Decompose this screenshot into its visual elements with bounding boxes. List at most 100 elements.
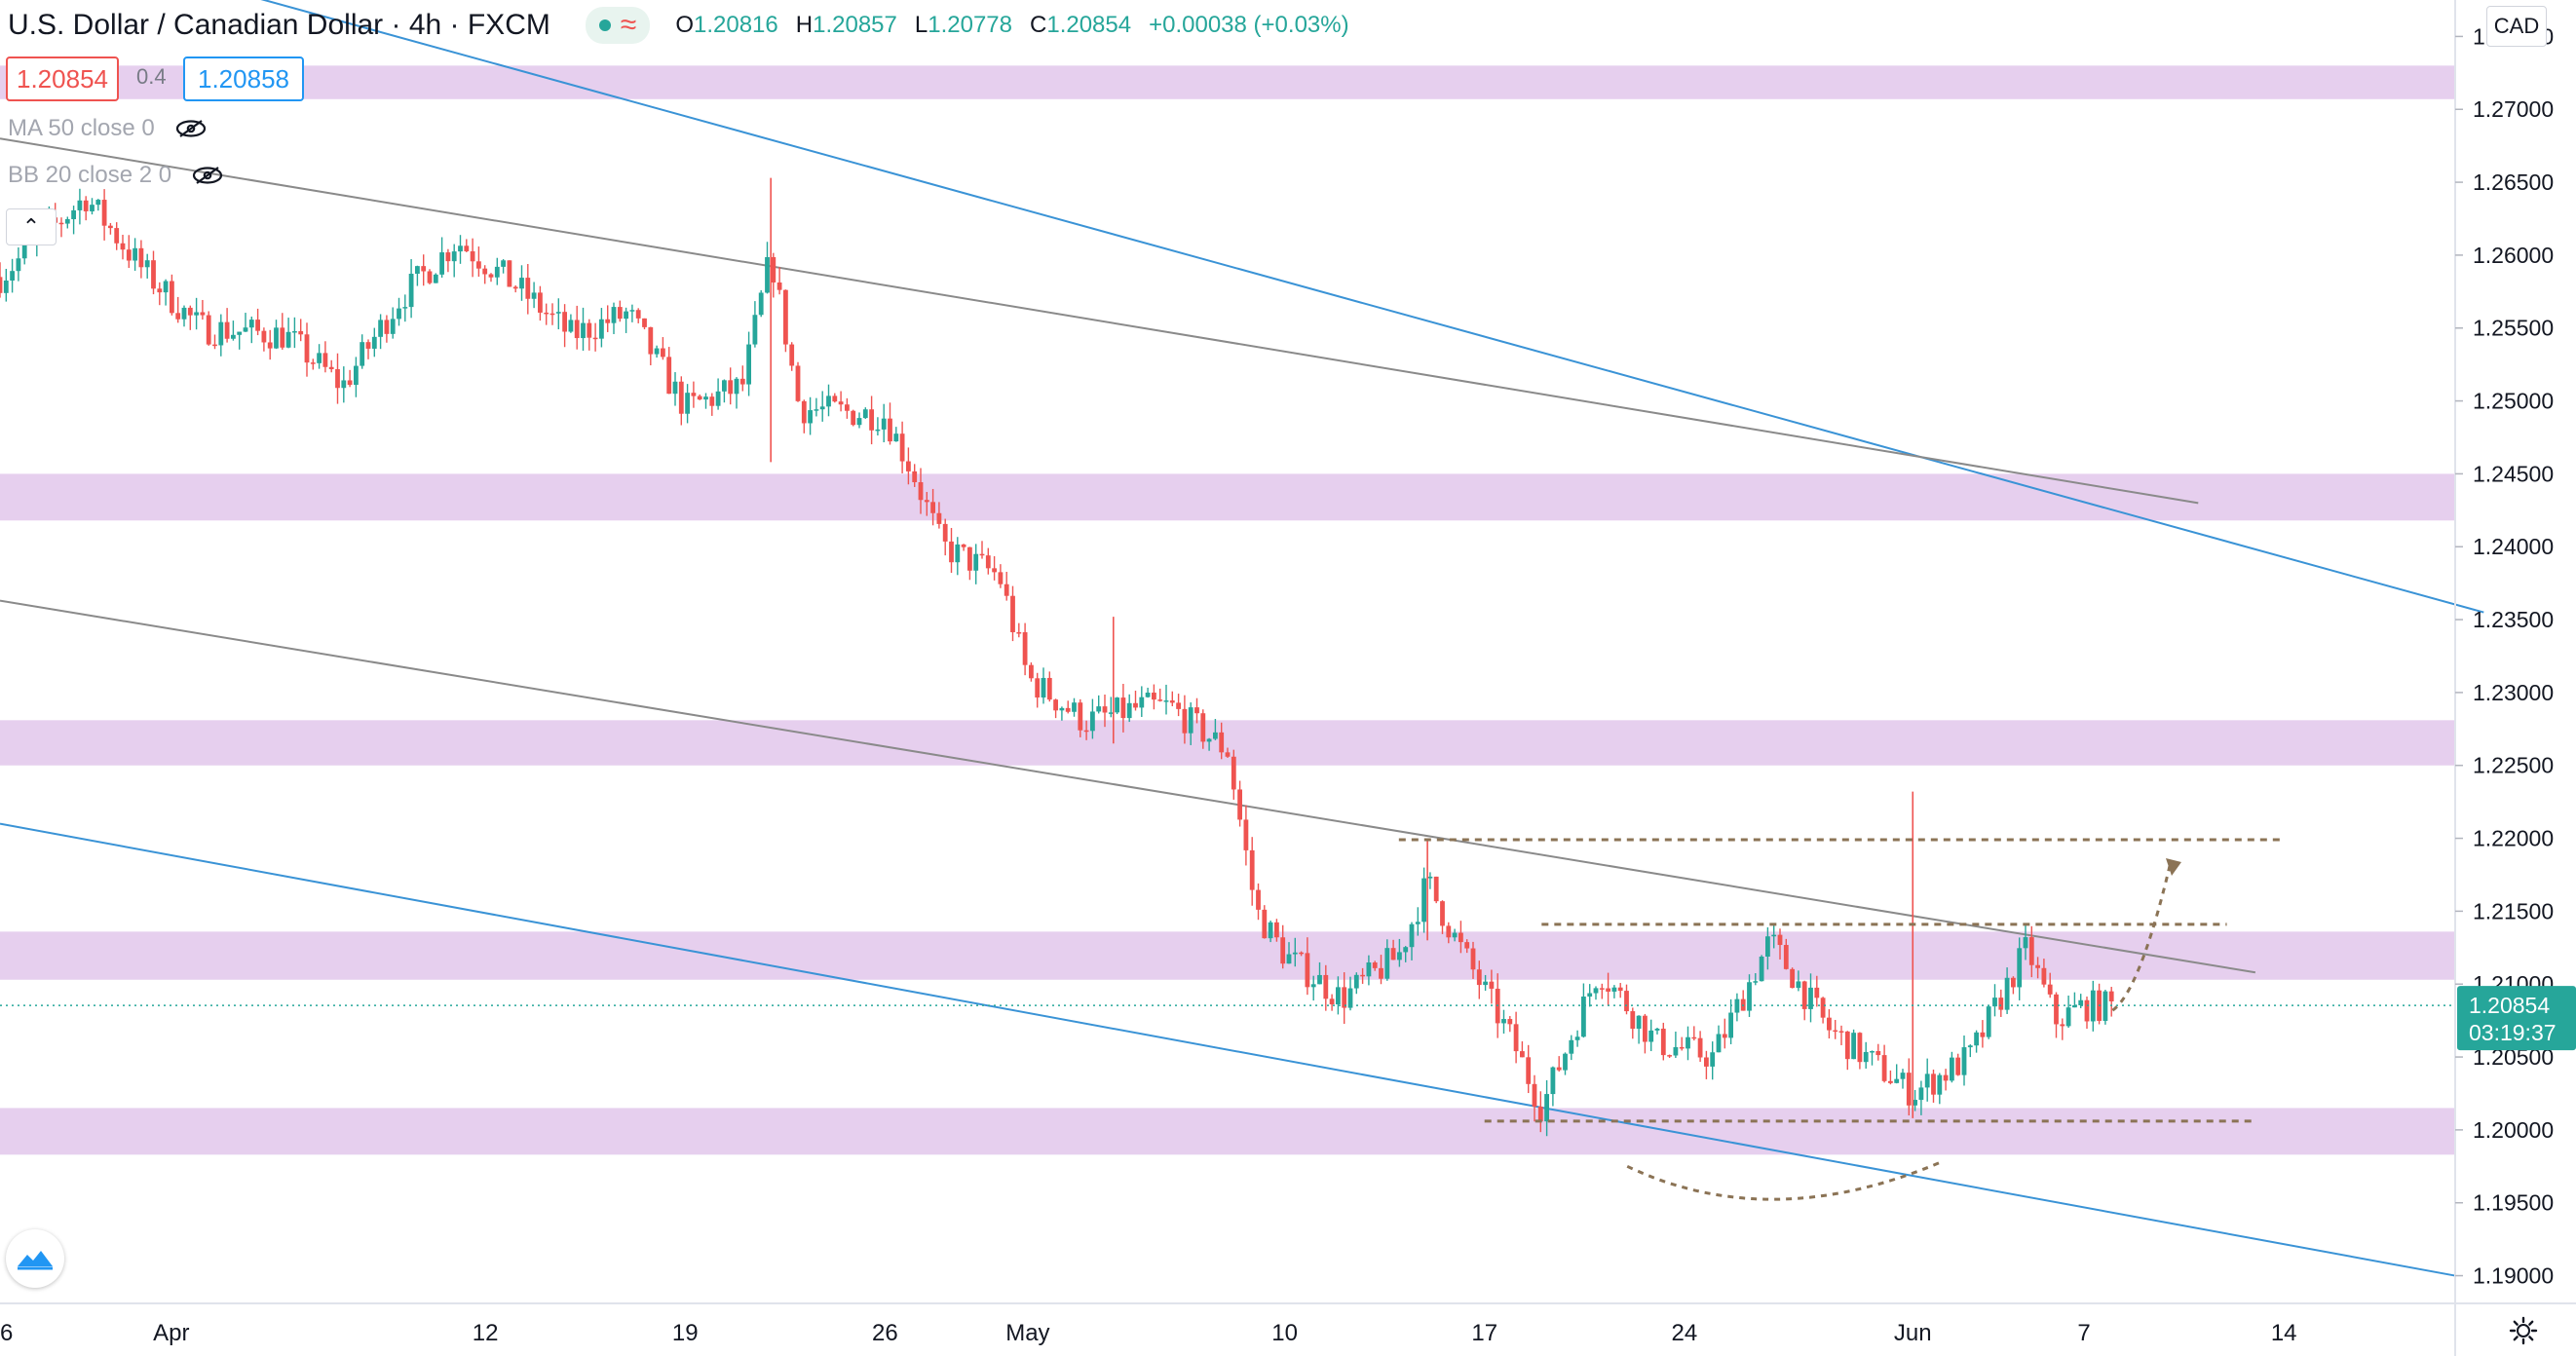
candle-body xyxy=(765,256,770,293)
candle-body xyxy=(1808,987,1813,1009)
candle-body xyxy=(255,320,260,331)
candle-body xyxy=(83,200,89,211)
candle-body xyxy=(243,327,248,332)
candle-body xyxy=(1870,1050,1875,1053)
currency-button[interactable]: CAD xyxy=(2486,6,2547,47)
candle-body xyxy=(1120,697,1126,719)
candle-body xyxy=(421,266,427,272)
tradingview-logo-icon[interactable] xyxy=(6,1229,64,1288)
candle-body xyxy=(1206,738,1212,742)
candle-body xyxy=(170,281,174,314)
candle-body xyxy=(1986,1006,1991,1037)
candle-body xyxy=(1299,952,1304,955)
candle-body xyxy=(1918,1087,1924,1101)
candle-body xyxy=(795,365,801,401)
candle-body xyxy=(697,396,702,400)
candle-body xyxy=(752,315,758,345)
price-tick-label: 1.26000 xyxy=(2473,243,2554,268)
candle-body xyxy=(1280,937,1286,964)
candle-body xyxy=(1863,1051,1869,1063)
candle-body xyxy=(1231,756,1236,790)
candle-body xyxy=(1980,1032,1986,1037)
candle-body xyxy=(138,247,144,268)
candle-body xyxy=(120,243,126,250)
candle-body xyxy=(1581,997,1586,1037)
ohlc-open: O1.20816 xyxy=(675,12,778,38)
candle-body xyxy=(298,330,304,335)
pattern-annotations xyxy=(0,838,2455,1201)
candle-body xyxy=(562,312,567,332)
candle-body xyxy=(1544,1094,1549,1122)
time-tick-label: 7 xyxy=(2077,1320,2090,1346)
candle-body xyxy=(451,251,457,262)
candle-body xyxy=(482,268,488,275)
candle-body xyxy=(599,319,604,339)
indicator-ma-legend[interactable]: MA 50 close 0 xyxy=(8,115,208,142)
price-tick-label: 1.25500 xyxy=(2473,316,2554,341)
candle-body xyxy=(1268,922,1273,939)
buy-price-button[interactable]: 1.20858 xyxy=(183,56,304,101)
candle-body xyxy=(1464,942,1470,949)
last-price-badge xyxy=(2457,986,2576,1051)
candle-body xyxy=(507,260,512,287)
eye-crossed-icon[interactable] xyxy=(191,166,224,185)
candle-body xyxy=(3,280,9,293)
candle-body xyxy=(1667,1055,1672,1057)
candle-body xyxy=(464,245,470,251)
candle-body xyxy=(555,312,561,314)
candle-body xyxy=(1256,889,1261,910)
candle-body xyxy=(1974,1032,1979,1046)
candle-body xyxy=(912,471,918,483)
price-tick-label: 1.24500 xyxy=(2473,461,2554,486)
candle-body xyxy=(654,348,660,355)
candle-body xyxy=(955,544,961,563)
candle-body xyxy=(2108,991,2114,1001)
indicator-bb-legend[interactable]: BB 20 close 2 0 xyxy=(8,162,224,189)
market-status[interactable]: ≈ xyxy=(585,7,651,44)
candle-body xyxy=(808,410,813,424)
candle-body xyxy=(592,337,598,340)
candle-body xyxy=(1501,1019,1506,1024)
candle-body xyxy=(1654,1028,1660,1031)
sell-price-button[interactable]: 1.20854 xyxy=(6,56,119,101)
candle-body xyxy=(1556,1067,1562,1071)
candle-body xyxy=(1421,878,1426,923)
candle-body xyxy=(2084,999,2090,1022)
candle-body xyxy=(1686,1036,1690,1049)
candle-body xyxy=(783,289,788,345)
candle-body xyxy=(433,274,438,283)
candle-body xyxy=(1415,922,1421,924)
candle-body xyxy=(942,523,948,542)
candle-body xyxy=(512,286,518,289)
candle-body xyxy=(267,342,273,349)
candle-body xyxy=(1796,981,1801,989)
settings-gear-icon[interactable] xyxy=(2504,1311,2543,1350)
supply-demand-zones xyxy=(0,65,2455,1155)
candle-body xyxy=(175,313,181,320)
symbol-title[interactable]: U.S. Dollar / Canadian Dollar · 4h · FXC… xyxy=(8,9,550,41)
last-price-value: 1.20854 xyxy=(2469,993,2550,1018)
candle-body xyxy=(2028,937,2034,965)
eye-crossed-icon[interactable] xyxy=(174,119,208,138)
candle-body xyxy=(629,310,635,312)
candle-body xyxy=(163,281,169,293)
candle-body xyxy=(734,378,739,395)
candle-body xyxy=(1115,697,1119,713)
candle-body xyxy=(1163,700,1169,702)
price-tick-label: 1.27000 xyxy=(2473,96,2554,122)
collapse-legend-button[interactable]: ⌃ xyxy=(6,208,57,245)
candle-body xyxy=(1305,953,1310,988)
candle-body xyxy=(1875,1050,1881,1056)
candle-body xyxy=(2023,937,2028,949)
candle-body xyxy=(365,342,371,349)
candle-body xyxy=(1194,707,1199,714)
candle-body xyxy=(1310,984,1316,988)
candle-body xyxy=(838,401,844,405)
candle-body xyxy=(985,555,991,569)
candle-body xyxy=(1353,974,1359,989)
candle-body xyxy=(71,209,76,219)
candle-body xyxy=(1783,945,1789,969)
price-zone xyxy=(0,931,2455,980)
